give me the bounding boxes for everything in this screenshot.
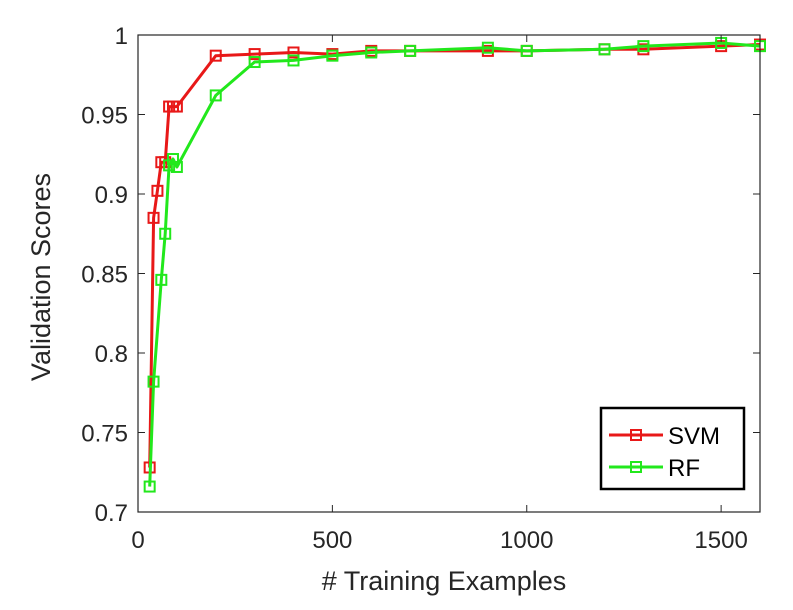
data-point-rf [520,44,533,57]
data-point-rf [209,89,222,102]
data-point-rf [170,160,183,173]
data-point-rf [143,480,156,493]
y-tick-label: 0.9 [95,182,128,209]
y-tick-label: 0.95 [81,103,128,130]
y-tick-label: 0.85 [81,262,128,289]
data-point-rf [155,273,168,286]
y-tick-label: 0.8 [95,341,128,368]
data-point-rf [159,227,172,240]
y-tick-label: 0.7 [95,500,128,527]
data-point-svm [151,184,164,197]
y-axis-label: Validation Scores [26,173,56,381]
x-tick-label: 1500 [694,527,747,554]
data-point-rf [147,375,160,388]
legend-label-svm: SVM [668,423,720,450]
data-point-rf [248,56,261,69]
y-tick-label: 0.75 [81,421,128,448]
x-tick-label: 0 [131,527,144,554]
series-layer [143,36,766,493]
x-tick-label: 500 [312,527,352,554]
data-point-svm [147,211,160,224]
y-tick-label: 1 [115,23,128,50]
x-axis-label: # Training Examples [322,566,567,596]
data-point-rf [598,43,611,56]
series-line-rf [148,41,761,487]
data-point-svm [248,48,261,61]
ticks-layer: 0 500 1000 1500 0.7 0.75 0.8 0.85 0.9 0.95 1 [81,23,760,554]
data-point-rf [404,44,417,57]
data-point-svm [209,49,222,62]
data-point-rf [166,153,179,166]
legend-swatch-marker-rf [630,461,642,473]
series-rf [143,36,766,493]
data-point-rf [326,49,339,62]
data-point-rf [637,40,650,53]
data-point-rf [365,46,378,59]
data-point-rf [163,159,176,172]
x-tick-label: 1000 [500,527,553,554]
legend: SVM RF [599,406,746,491]
data-point-svm [287,46,300,59]
legend-label-rf: RF [668,455,700,482]
data-point-svm [170,100,183,113]
data-point-rf [287,54,300,67]
legend-swatch-marker-svm [630,429,642,441]
legend-box [599,406,746,491]
data-point-rf [481,41,494,54]
